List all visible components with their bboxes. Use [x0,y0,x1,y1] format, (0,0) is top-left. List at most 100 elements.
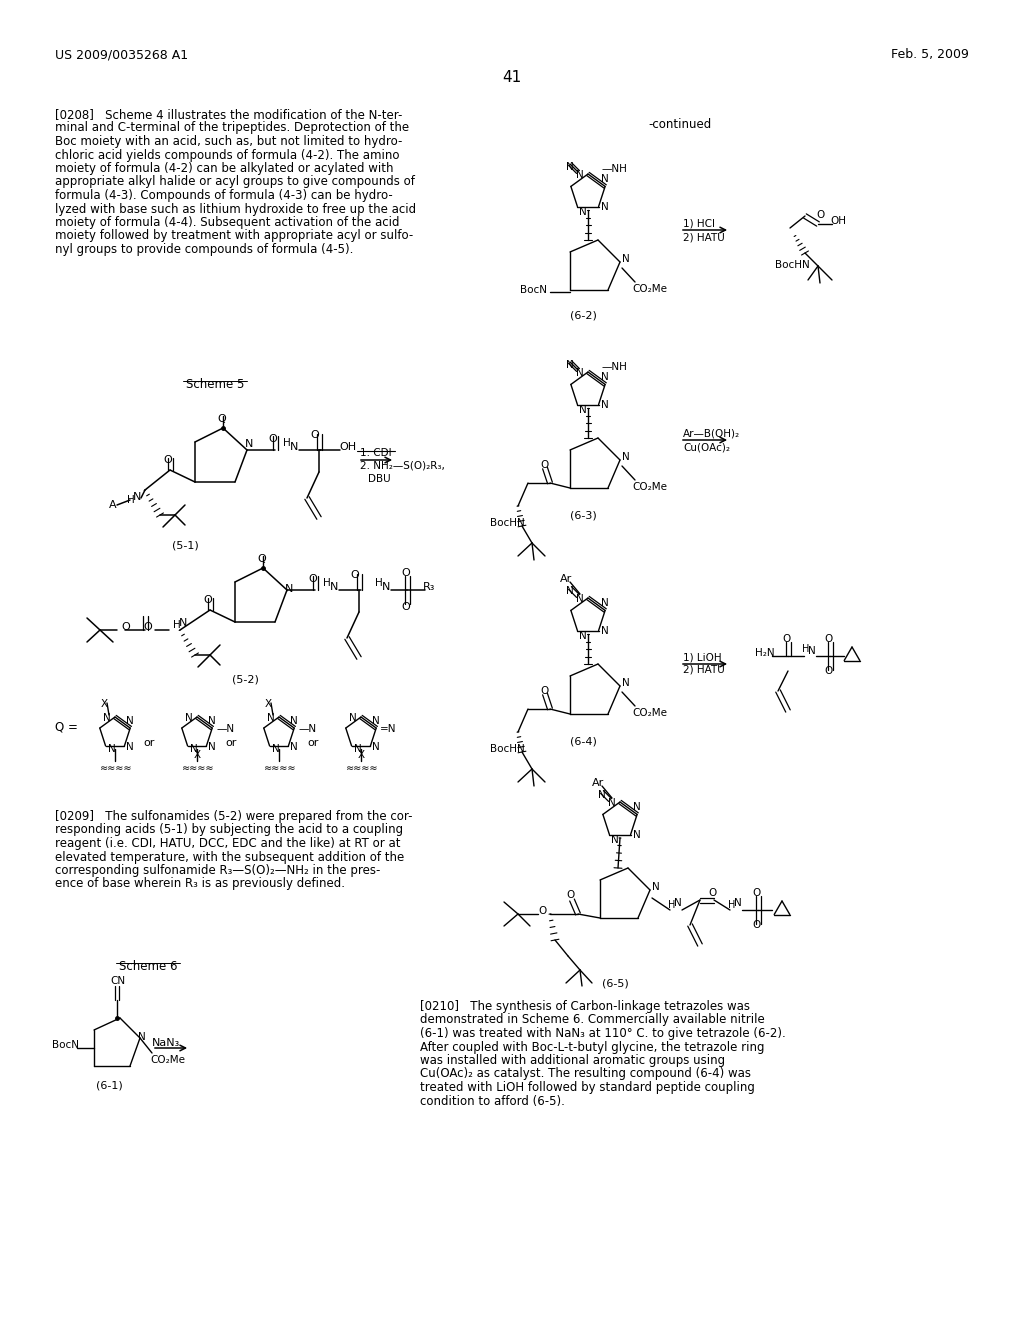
Text: moiety of formula (4-4). Subsequent activation of the acid: moiety of formula (4-4). Subsequent acti… [55,216,399,228]
Text: O: O [708,888,716,898]
Text: N: N [601,174,609,185]
Text: condition to afford (6-5).: condition to afford (6-5). [420,1094,565,1107]
Text: Q: Q [218,414,226,424]
Text: N: N [133,492,141,502]
Text: ≈≈≈≈: ≈≈≈≈ [100,763,132,774]
Text: H: H [173,620,181,630]
Text: Feb. 5, 2009: Feb. 5, 2009 [891,48,969,61]
Text: O: O [310,430,319,440]
Text: N: N [126,742,134,752]
Text: N: N [575,368,584,378]
Text: (6-5): (6-5) [602,978,629,987]
Text: N: N [608,799,615,808]
Text: Ar—B(OH)₂: Ar—B(OH)₂ [683,428,740,438]
Text: O: O [401,568,410,578]
Text: N: N [566,360,573,370]
Text: nyl groups to provide compounds of formula (4-5).: nyl groups to provide compounds of formu… [55,243,353,256]
Text: (6-1) was treated with NaN₃ at 110° C. to give tetrazole (6-2).: (6-1) was treated with NaN₃ at 110° C. t… [420,1027,785,1040]
Text: N: N [601,372,609,383]
Text: ≈≈≈≈: ≈≈≈≈ [182,763,214,774]
Text: N: N [601,202,608,211]
Text: N: N [372,715,380,726]
Text: Cu(OAc)₂ as catalyst. The resulting compound (6-4) was: Cu(OAc)₂ as catalyst. The resulting comp… [420,1068,751,1081]
Text: DBU: DBU [368,474,390,484]
Text: (5-1): (5-1) [172,540,199,550]
Text: ≈≈≈≈: ≈≈≈≈ [264,763,297,774]
Text: Cu(OAc)₂: Cu(OAc)₂ [683,442,730,451]
Text: N: N [808,645,816,656]
Text: —NH: —NH [601,363,627,372]
Text: Scheme 6: Scheme 6 [119,960,177,973]
Text: A: A [109,500,117,510]
Text: N: N [601,626,608,635]
Text: N: N [652,882,659,892]
Text: CN: CN [110,975,125,986]
Text: H: H [375,578,383,587]
Text: appropriate alkyl halide or acyl groups to give compounds of: appropriate alkyl halide or acyl groups … [55,176,415,189]
Text: elevated temperature, with the subsequent addition of the: elevated temperature, with the subsequen… [55,850,404,863]
Text: demonstrated in Scheme 6. Commercially available nitrile: demonstrated in Scheme 6. Commercially a… [420,1014,765,1027]
Text: (5-2): (5-2) [231,675,258,685]
Text: H: H [802,644,809,653]
Text: N: N [185,713,193,723]
Text: corresponding sulfonamide R₃—S(O)₂—NH₂ in the pres-: corresponding sulfonamide R₃—S(O)₂—NH₂ i… [55,865,380,876]
Text: formula (4-3). Compounds of formula (4-3) can be hydro-: formula (4-3). Compounds of formula (4-3… [55,189,393,202]
Text: N: N [285,583,293,594]
Text: moiety followed by treatment with appropriate acyl or sulfo-: moiety followed by treatment with approp… [55,230,414,243]
Text: 41: 41 [503,70,521,84]
Text: Boc moiety with an acid, such as, but not limited to hydro-: Boc moiety with an acid, such as, but no… [55,135,402,148]
Text: CO₂Me: CO₂Me [632,482,667,492]
Text: O: O [538,906,546,916]
Text: N: N [271,744,280,754]
Text: [0208]   Scheme 4 illustrates the modification of the N-ter-: [0208] Scheme 4 illustrates the modifica… [55,108,402,121]
Text: O: O [308,574,317,583]
Text: [0210]   The synthesis of Carbon-linkage tetrazoles was: [0210] The synthesis of Carbon-linkage t… [420,1001,750,1012]
Text: N: N [353,744,361,754]
Text: O: O [268,434,278,444]
Text: N: N [611,834,620,845]
Text: N: N [373,742,380,752]
Text: lyzed with base such as lithium hydroxide to free up the acid: lyzed with base such as lithium hydroxid… [55,202,416,215]
Text: responding acids (5-1) by subjecting the acid to a coupling: responding acids (5-1) by subjecting the… [55,824,403,837]
Text: minal and C-terminal of the tripeptides. Deprotection of the: minal and C-terminal of the tripeptides.… [55,121,410,135]
Text: OH: OH [339,442,356,451]
Text: CO₂Me: CO₂Me [632,708,667,718]
Text: O: O [824,634,833,644]
Text: US 2009/0035268 A1: US 2009/0035268 A1 [55,48,188,61]
Text: N: N [598,789,606,800]
Text: 1. CDI: 1. CDI [360,447,391,458]
Text: N: N [622,253,630,264]
Text: 2) HATU: 2) HATU [683,665,725,675]
Text: N: N [290,442,298,451]
Text: H: H [668,900,676,909]
Text: N: N [622,678,630,688]
Text: BocHN: BocHN [775,260,810,271]
Text: -continued: -continued [648,117,712,131]
Text: Q =: Q = [55,719,78,733]
Text: [0209]   The sulfonamides (5-2) were prepared from the cor-: [0209] The sulfonamides (5-2) were prepa… [55,810,413,822]
Text: N: N [126,715,134,726]
Text: —NH: —NH [601,165,627,174]
Text: N: N [108,744,116,754]
Text: (6-1): (6-1) [96,1080,123,1090]
Text: H: H [728,900,735,909]
Text: was installed with additional aromatic groups using: was installed with additional aromatic g… [420,1053,725,1067]
Text: —N: —N [216,725,234,734]
Text: N: N [290,715,298,726]
Text: reagent (i.e. CDI, HATU, DCC, EDC and the like) at RT or at: reagent (i.e. CDI, HATU, DCC, EDC and th… [55,837,400,850]
Text: 2. NH₂—S(O)₂R₃,: 2. NH₂—S(O)₂R₃, [360,461,444,471]
Text: (6-2): (6-2) [570,310,597,319]
Text: O: O [824,667,833,676]
Text: X: X [357,750,365,760]
Text: OH: OH [830,216,846,226]
Text: BocN: BocN [52,1040,79,1049]
Text: N: N [267,713,274,723]
Text: N: N [138,1032,145,1041]
Text: or: or [307,738,318,748]
Text: BocHN: BocHN [490,517,524,528]
Text: H: H [323,578,331,587]
Text: N: N [382,582,390,591]
Text: or: or [225,738,237,748]
Text: moiety of formula (4-2) can be alkylated or acylated with: moiety of formula (4-2) can be alkylated… [55,162,393,176]
Text: BocHN: BocHN [490,744,524,754]
